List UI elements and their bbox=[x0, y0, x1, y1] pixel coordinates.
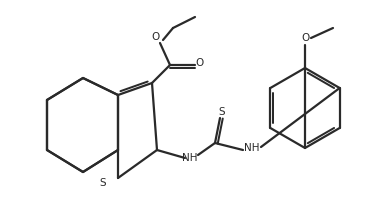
Text: O: O bbox=[152, 32, 160, 42]
Text: O: O bbox=[195, 58, 203, 68]
Text: O: O bbox=[301, 33, 309, 43]
Text: NH: NH bbox=[244, 143, 260, 153]
Text: NH: NH bbox=[182, 153, 198, 163]
Text: S: S bbox=[100, 178, 106, 188]
Text: S: S bbox=[219, 107, 225, 117]
